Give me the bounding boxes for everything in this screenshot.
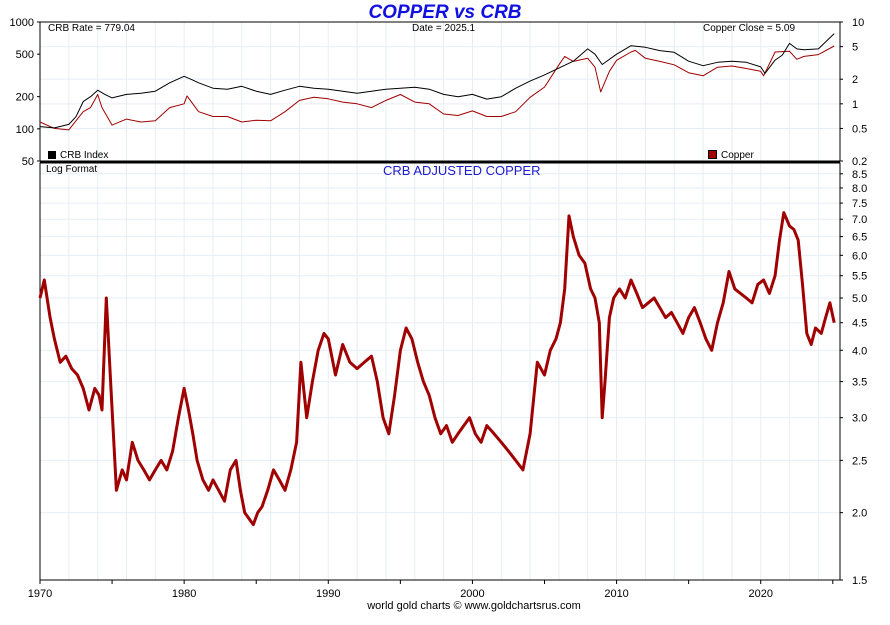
panel-subtitle: CRB ADJUSTED COPPER (383, 163, 541, 178)
right-axis-tick-label: 10 (852, 17, 864, 29)
crb-index-line (39, 33, 835, 129)
x-axis-tick-label: 1970 (28, 588, 52, 600)
right-axis-tick-label: 2 (852, 74, 858, 86)
x-axis-tick-label: 2020 (748, 588, 772, 600)
right-axis-tick-label: 2.0 (852, 508, 867, 520)
crb-rate-label: CRB Rate = 779.04 (48, 23, 135, 34)
right-axis-tick-label: 1.5 (852, 575, 867, 587)
right-axis-tick-label: 6.5 (852, 232, 867, 244)
left-axis-tick-label: 200 (16, 92, 34, 104)
right-axis-tick-label: 7.0 (852, 214, 867, 226)
legend-crb-swatch (48, 151, 56, 159)
right-axis-tick-label: 1 (852, 99, 858, 111)
chart-title: COPPER vs CRB (368, 2, 522, 23)
legend-crb-label: CRB Index (60, 150, 109, 161)
right-axis-tick-label: 8.0 (852, 183, 867, 195)
footer-credit: world gold charts © www.goldchartsrus.co… (367, 600, 581, 612)
log-format-label: Log Format (46, 164, 98, 175)
right-axis-tick-label: 5 (852, 42, 858, 54)
crb-adjusted-copper-line (38, 211, 836, 527)
x-axis-tick-label: 1980 (172, 588, 196, 600)
x-axis-tick-label: 2010 (604, 588, 628, 600)
right-axis-tick-label: 0.5 (852, 123, 867, 135)
legend-copper-swatch (708, 150, 717, 159)
right-axis-tick-label: 8.5 (852, 169, 867, 181)
left-axis-tick-label: 100 (16, 124, 34, 136)
left-axis-tick-label: 1000 (10, 17, 34, 29)
left-axis-tick-label: 500 (16, 49, 34, 61)
copper-price-line (39, 45, 835, 131)
copper-close-label: Copper Close = 5.09 (703, 23, 796, 34)
x-axis-tick-label: 1990 (316, 588, 340, 600)
right-axis-tick-label: 3.0 (852, 413, 867, 425)
x-axis-tick-label: 2000 (460, 588, 484, 600)
legend-copper: Copper (708, 150, 754, 161)
right-axis-tick-label: 4.0 (852, 345, 867, 357)
right-axis-tick-label: 5.0 (852, 293, 867, 305)
right-axis-tick-label: 4.5 (852, 318, 867, 330)
left-axis-tick-label: 50 (22, 156, 34, 168)
right-axis-tick-label: 6.0 (852, 250, 867, 262)
top-panel-frame (39, 21, 841, 162)
date-label: Date = 2025.1 (412, 23, 476, 34)
legend-crb: CRB Index (48, 150, 108, 161)
right-axis-tick-label: 7.5 (852, 198, 867, 210)
right-axis-tick-label: 2.5 (852, 455, 867, 467)
right-axis-tick-label: 0.2 (852, 156, 867, 168)
right-axis-tick-label: 5.5 (852, 271, 867, 283)
right-axis-tick-label: 3.5 (852, 377, 867, 389)
legend-copper-label: Copper (721, 150, 754, 161)
bottom-panel-frame (39, 162, 841, 581)
